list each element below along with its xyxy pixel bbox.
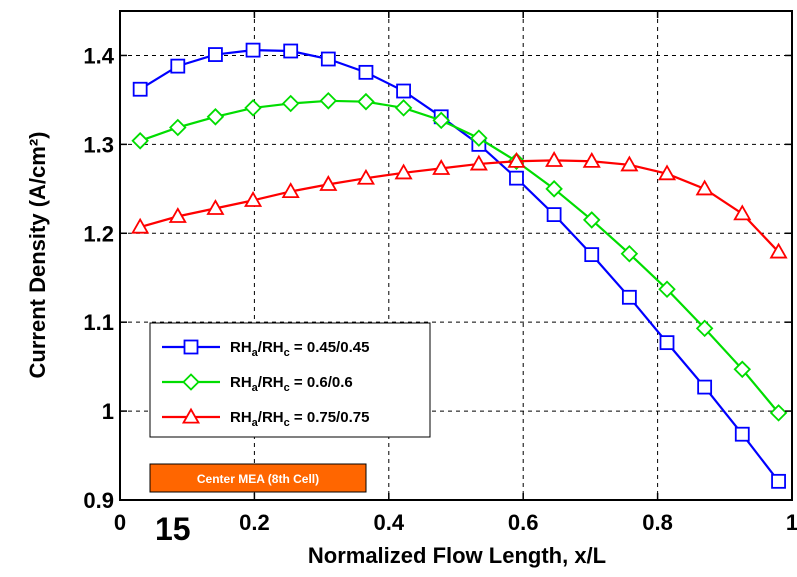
data-point [582, 211, 601, 229]
data-point [396, 83, 411, 99]
legend-label: RHa/RHc = 0.6/0.6 [230, 374, 353, 394]
data-point [697, 379, 713, 395]
data-point [319, 175, 338, 191]
data-point [206, 199, 225, 215]
data-point [208, 47, 223, 62]
legend-label: RHa/RHc = 0.45/0.45 [230, 339, 369, 359]
data-point [546, 207, 562, 223]
data-point [357, 92, 375, 111]
data-point [319, 92, 338, 110]
badge-box [149, 463, 367, 493]
data-point [769, 242, 788, 259]
data-point [621, 289, 637, 305]
y-tick-label: 0.9 [83, 488, 114, 513]
data-point [320, 51, 336, 67]
y-tick-label: 1.4 [83, 43, 114, 68]
data-point [507, 151, 526, 168]
data-point [281, 94, 300, 113]
legend-item: RHa/RHc = 0.6/0.6 [162, 373, 353, 394]
legend-item: RHa/RHc = 0.75/0.75 [162, 407, 369, 429]
legend: RHa/RHc = 0.45/0.45 RHa/RHc = 0.6/0.6 RHa/… [149, 322, 431, 438]
plot-frame [119, 10, 793, 501]
data-point [584, 247, 600, 263]
series-diamond [131, 92, 788, 422]
x-tick-label: 0.4 [374, 510, 405, 535]
data-point [244, 99, 262, 117]
series-triangle [131, 151, 788, 259]
data-point [509, 170, 524, 186]
data-point [695, 179, 714, 196]
data-point [432, 159, 451, 175]
data-point [545, 180, 563, 198]
data-point [545, 151, 564, 167]
y-tick-label: 1 [102, 399, 114, 424]
data-point [131, 132, 149, 150]
x-tick-label: 0 [114, 510, 126, 535]
legend-marker [183, 339, 199, 355]
data-point [582, 151, 601, 168]
data-point [356, 168, 376, 185]
x-tick-label: 0.8 [642, 510, 673, 535]
data-point [769, 404, 788, 422]
x-axis-label: Normalized Flow Length, x/L [308, 543, 606, 568]
data-point [358, 64, 374, 80]
series-group [131, 42, 788, 489]
data-point [394, 99, 413, 117]
data-point [771, 473, 786, 489]
legend-marker [181, 407, 201, 424]
data-point [283, 43, 299, 59]
x-tick-label: 0.6 [508, 510, 539, 535]
data-point [132, 81, 148, 97]
data-point [245, 42, 261, 58]
data-point [620, 155, 639, 172]
data-point [168, 207, 187, 223]
legend-item: RHa/RHc = 0.45/0.45 [162, 339, 369, 359]
data-point [657, 164, 677, 181]
legend-label: RHa/RHc = 0.75/0.75 [230, 409, 369, 429]
overlay-number: 15 [155, 511, 191, 547]
x-tick-label: 1 [786, 510, 797, 535]
grid [120, 11, 792, 500]
y-tick-label: 1.2 [83, 221, 114, 246]
data-point [432, 111, 450, 130]
legend-marker [182, 373, 200, 391]
data-point [244, 191, 263, 207]
data-point [394, 163, 413, 180]
y-axis-label: Current Density (A/cm²) [25, 132, 50, 379]
data-point [170, 58, 186, 74]
data-point [734, 426, 750, 442]
data-point [733, 360, 752, 379]
y-tick-label: 1.3 [83, 132, 114, 157]
badge-text: Center MEA (8th Cell) [197, 472, 319, 486]
data-point [206, 108, 225, 126]
data-point [658, 280, 676, 299]
ticks: 0 0.2 0.4 0.6 0.8 1 0.9 1 1.1 1.2 1.3 1.4 [83, 11, 797, 535]
data-point [131, 217, 150, 234]
y-tick-label: 1.1 [83, 310, 114, 335]
data-point [281, 182, 300, 199]
data-point [620, 244, 639, 263]
data-point [470, 129, 488, 147]
data-point [695, 319, 714, 338]
data-point [659, 335, 675, 351]
data-point [733, 204, 752, 221]
data-point [169, 118, 187, 137]
x-tick-label: 0.2 [239, 510, 270, 535]
data-point [469, 154, 488, 171]
